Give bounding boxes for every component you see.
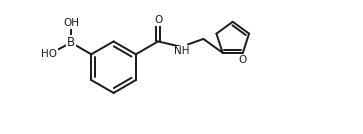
Text: NH: NH xyxy=(174,46,190,56)
Text: O: O xyxy=(239,55,247,65)
Text: O: O xyxy=(154,15,162,25)
Text: B: B xyxy=(67,36,75,49)
Text: OH: OH xyxy=(63,18,79,28)
Text: HO: HO xyxy=(41,49,57,59)
